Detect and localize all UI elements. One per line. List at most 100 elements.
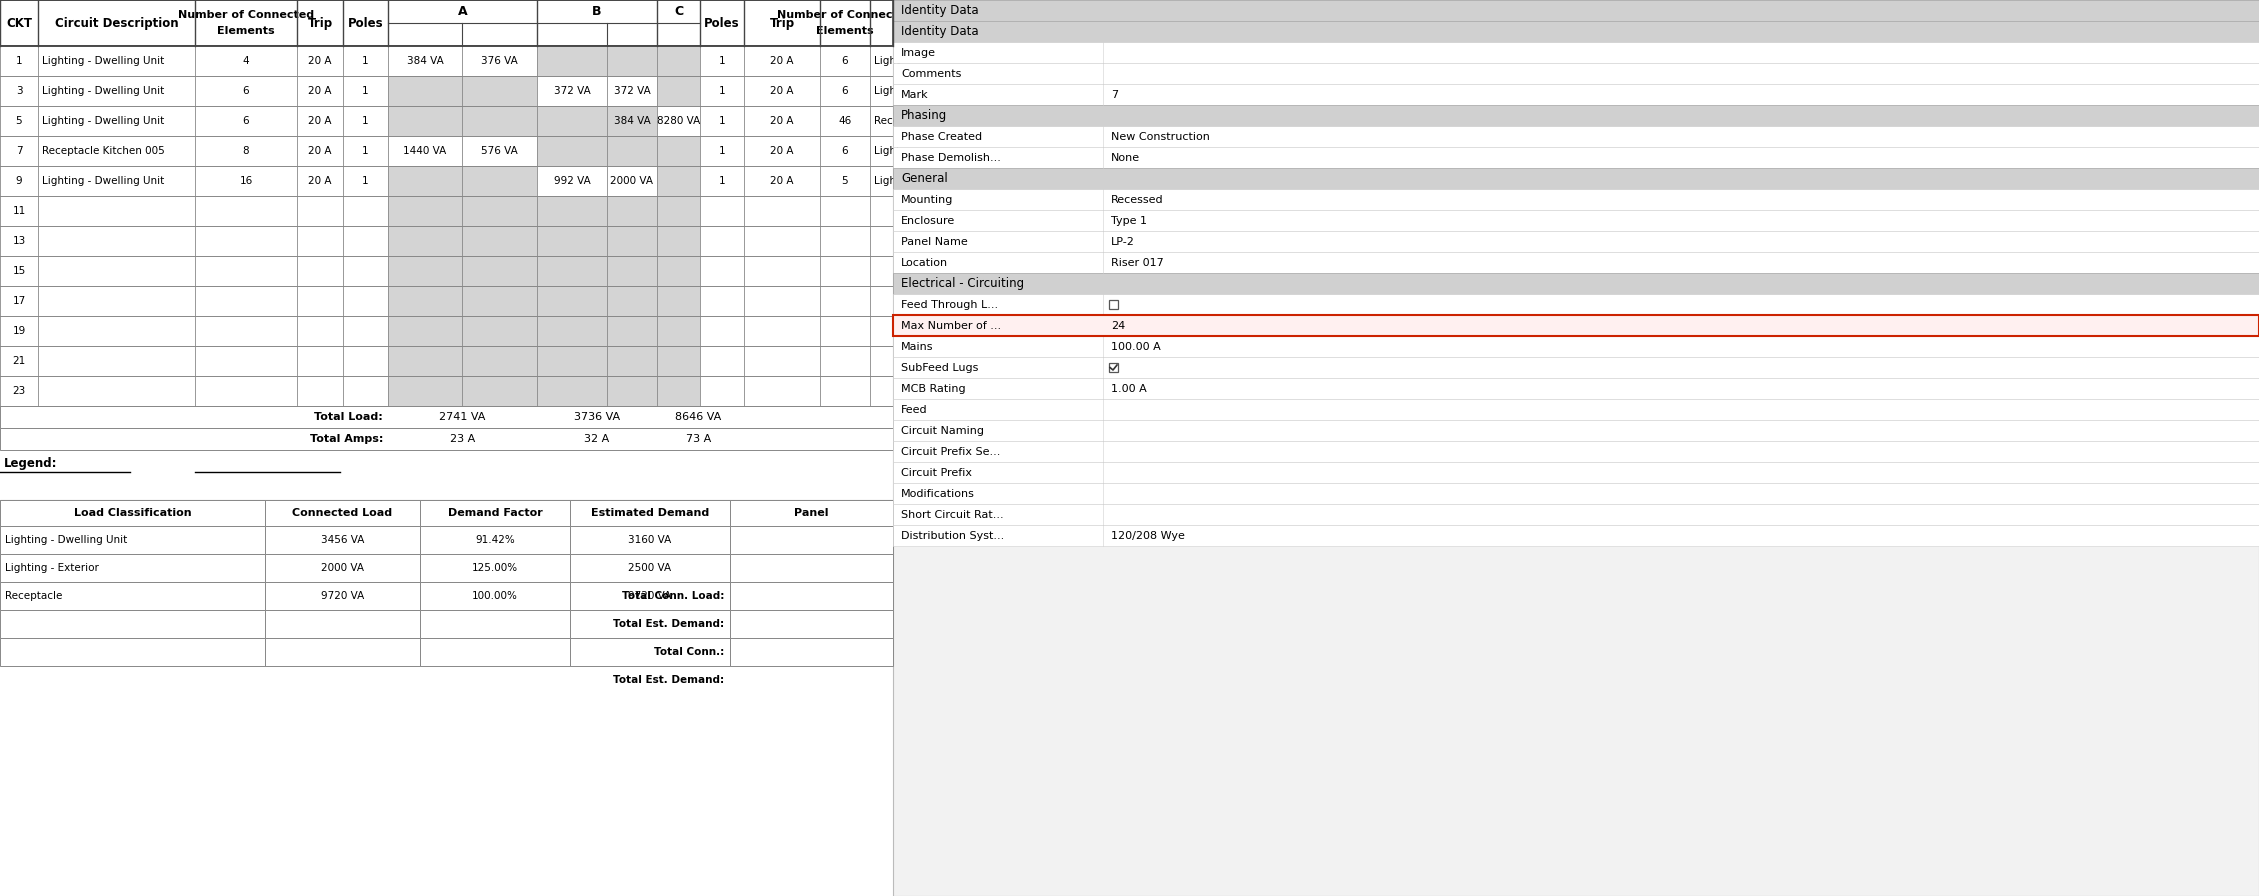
Text: Electrical - Circuiting: Electrical - Circuiting (901, 277, 1023, 290)
Text: 9720 VA: 9720 VA (321, 591, 364, 601)
Bar (892, 21, 2259, 42)
Text: 20 A: 20 A (307, 86, 332, 96)
Text: 20 A: 20 A (770, 116, 793, 126)
Text: 1: 1 (718, 146, 725, 156)
Bar (389, 256, 700, 286)
Text: Receptacle Kitchen 005: Receptacle Kitchen 005 (43, 146, 165, 156)
Text: 125.00%: 125.00% (472, 563, 517, 573)
Text: 32 A: 32 A (585, 434, 610, 444)
Bar (730, 610, 892, 638)
Text: None: None (1111, 152, 1141, 162)
Bar (892, 0, 2259, 21)
Bar (892, 147, 2259, 168)
Text: Modifications: Modifications (901, 488, 976, 498)
Text: Panel Name: Panel Name (901, 237, 967, 246)
Bar (892, 273, 2259, 294)
Text: B: B (592, 5, 601, 18)
Text: 1: 1 (718, 86, 725, 96)
Text: 15: 15 (11, 266, 25, 276)
Text: 23: 23 (11, 386, 25, 396)
Text: Light: Light (874, 176, 899, 186)
Text: 992 VA: 992 VA (553, 176, 590, 186)
Bar (0, 582, 264, 610)
Bar (0, 0, 892, 896)
Text: General: General (901, 172, 949, 185)
Text: Location: Location (901, 257, 949, 268)
Bar (0, 136, 892, 166)
Text: 3160 VA: 3160 VA (628, 535, 671, 545)
Bar (264, 638, 420, 666)
Text: 3456 VA: 3456 VA (321, 535, 364, 545)
Bar (892, 231, 2259, 252)
Bar (892, 504, 2259, 525)
Text: 372 VA: 372 VA (553, 86, 590, 96)
Text: Phasing: Phasing (901, 109, 947, 122)
Text: 8646 VA: 8646 VA (675, 412, 721, 422)
Text: Short Circuit Rat...: Short Circuit Rat... (901, 510, 1003, 520)
Bar (420, 610, 569, 638)
Bar (389, 196, 700, 226)
Text: 20 A: 20 A (307, 146, 332, 156)
Bar (892, 126, 2259, 147)
Bar (0, 526, 264, 554)
Text: 20 A: 20 A (307, 176, 332, 186)
Bar (657, 76, 700, 106)
Text: Phase Created: Phase Created (901, 132, 983, 142)
Text: 9720 VA: 9720 VA (628, 591, 671, 601)
Bar (892, 378, 2259, 399)
Text: CKT: CKT (7, 16, 32, 30)
Bar (569, 582, 730, 610)
Text: 1: 1 (718, 56, 725, 66)
Text: 372 VA: 372 VA (614, 86, 651, 96)
Bar (389, 316, 700, 346)
Bar (0, 346, 892, 376)
Bar (1109, 300, 1118, 309)
Text: Max Number of ...: Max Number of ... (901, 321, 1001, 331)
Text: Receptacle: Receptacle (5, 591, 63, 601)
Bar (569, 638, 730, 666)
Text: 100.00%: 100.00% (472, 591, 517, 601)
Text: 24: 24 (1111, 321, 1125, 331)
Bar (0, 256, 892, 286)
Text: 6: 6 (843, 56, 849, 66)
Text: Trip: Trip (307, 16, 332, 30)
Bar (0, 376, 892, 406)
Bar (892, 63, 2259, 84)
Text: 1: 1 (361, 146, 368, 156)
Text: Identity Data: Identity Data (901, 4, 978, 17)
Bar (264, 582, 420, 610)
Text: 20 A: 20 A (770, 86, 793, 96)
Bar (0, 226, 892, 256)
Text: 17: 17 (11, 296, 25, 306)
Bar (420, 500, 569, 526)
Bar (730, 500, 892, 526)
Text: C: C (673, 5, 682, 18)
Text: 19: 19 (11, 326, 25, 336)
Bar (0, 196, 892, 226)
Bar (569, 554, 730, 582)
Bar (892, 399, 2259, 420)
Text: 21: 21 (11, 356, 25, 366)
Text: SubFeed Lugs: SubFeed Lugs (901, 363, 978, 373)
Bar (657, 166, 700, 196)
Text: A: A (459, 5, 468, 18)
Text: 1: 1 (718, 176, 725, 186)
Bar (892, 357, 2259, 378)
Text: 1: 1 (361, 56, 368, 66)
Bar (0, 76, 892, 106)
Bar (0, 166, 892, 196)
Text: Number of Connected: Number of Connected (777, 10, 913, 20)
Text: 1.00 A: 1.00 A (1111, 383, 1148, 393)
Text: Circuit Prefix: Circuit Prefix (901, 468, 971, 478)
Text: 6: 6 (843, 146, 849, 156)
Bar (730, 554, 892, 582)
Bar (420, 526, 569, 554)
Bar (892, 420, 2259, 441)
Text: Image: Image (901, 47, 935, 57)
Bar (0, 406, 892, 428)
Text: 9: 9 (16, 176, 23, 186)
Text: Panel: Panel (795, 508, 829, 518)
Text: 384 VA: 384 VA (614, 116, 651, 126)
Text: Comments: Comments (901, 68, 962, 79)
Text: Feed Through L...: Feed Through L... (901, 299, 998, 309)
